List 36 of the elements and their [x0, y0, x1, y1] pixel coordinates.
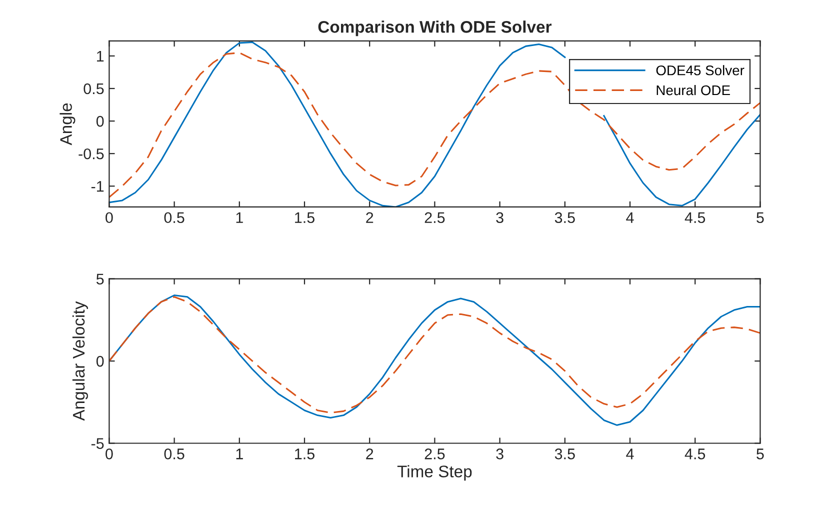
y-tick-label: -0.5: [78, 148, 104, 160]
x-axis-title: Time Step: [397, 465, 472, 481]
x-tick-label: 3: [496, 448, 504, 460]
x-tick-label: 2: [366, 212, 374, 223]
x-tick-label: 5: [756, 212, 764, 224]
x-tick-label: 1: [236, 448, 243, 460]
x-tick-label: 0: [106, 448, 113, 460]
y-tick-label: 0: [96, 356, 104, 367]
x-tick-label: 1: [236, 212, 243, 223]
y-tick-label: 0: [96, 116, 104, 127]
x-tick-label: 2.5: [424, 212, 445, 224]
y-tick-label: 0.5: [84, 83, 104, 94]
x-tick-label: 0.5: [164, 448, 184, 460]
x-tick-label: 1.5: [295, 448, 314, 460]
x-tick-label: 5: [756, 448, 764, 460]
x-tick-label: 0: [106, 212, 113, 224]
y-tick-label: -1: [91, 181, 104, 192]
legend-label: ODE45 Solver: [656, 65, 744, 76]
x-tick-label: 4: [626, 448, 634, 460]
y-tick-label: -5: [91, 438, 104, 449]
x-tick-label: 4: [626, 212, 634, 223]
x-tick-label: 2: [366, 448, 374, 460]
x-tick-label: 0.5: [164, 212, 184, 224]
legend-label: Neural ODE: [656, 84, 730, 96]
x-tick-label: 3: [496, 212, 504, 224]
x-tick-label: 3.5: [554, 448, 575, 460]
x-tick-label: 3.5: [554, 212, 575, 224]
x-tick-label: 4.5: [684, 212, 706, 224]
chart-title: Comparison With ODE Solver: [318, 20, 552, 36]
x-tick-label: 1.5: [295, 212, 314, 224]
y-axis-title: Angle: [60, 103, 76, 146]
x-tick-label: 4.5: [684, 448, 706, 460]
x-tick-label: 2.5: [424, 448, 445, 460]
y-axis-title: Angular Velocity: [72, 301, 88, 421]
y-tick-label: 5: [96, 274, 104, 284]
y-tick-label: 1: [97, 50, 104, 62]
